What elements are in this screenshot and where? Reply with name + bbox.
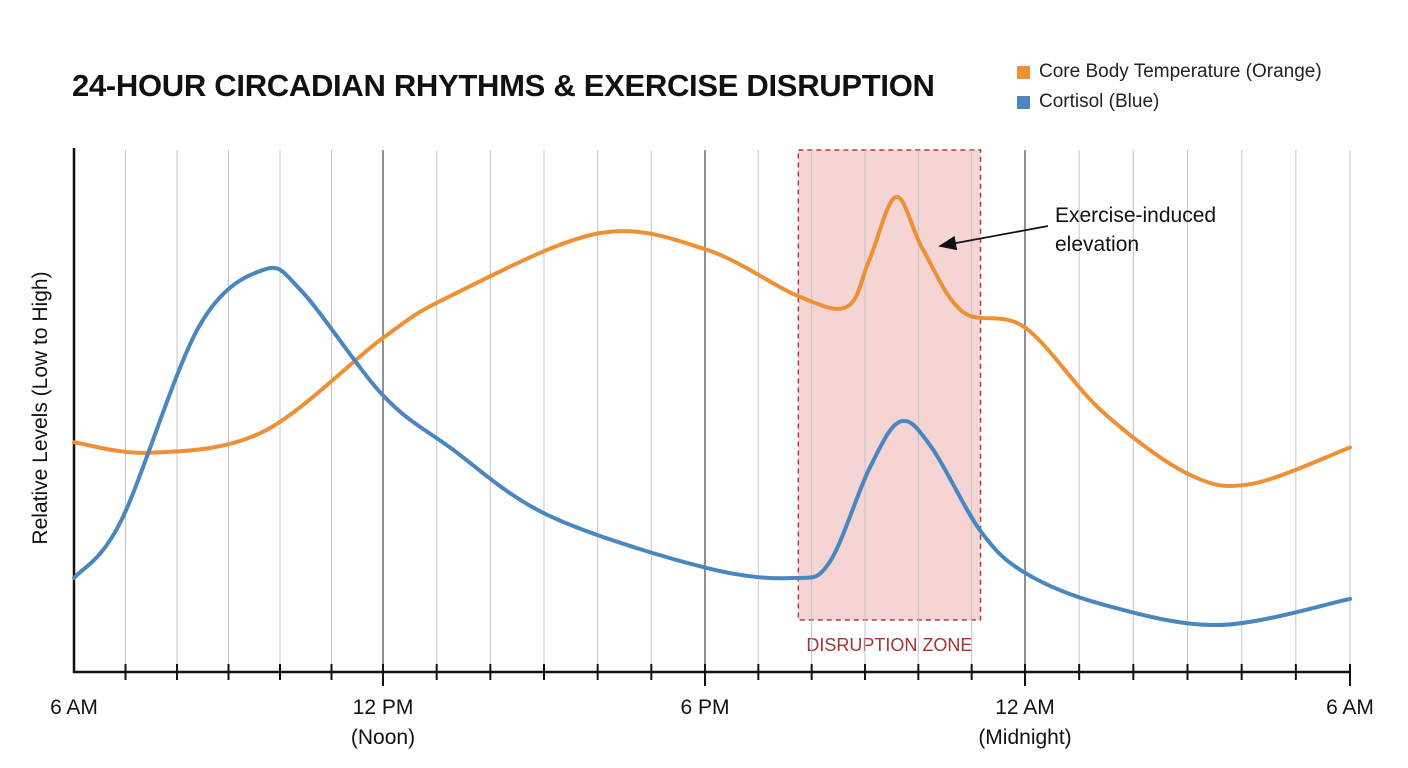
temperature-line (72, 195, 1352, 489)
legend-swatch-blue (1017, 95, 1030, 109)
x-tick-label: 6 AM (50, 696, 98, 719)
x-tick-label: 12 AM (995, 696, 1055, 719)
disruption-zone-label: DISRUPTION ZONE (806, 635, 972, 655)
chart-title: 24-HOUR CIRCADIAN RHYTHMS & EXERCISE DIS… (72, 68, 935, 103)
legend-label: Core Body Temperature (Orange) (1039, 61, 1322, 82)
annotation-label: Exercise-induced (1055, 204, 1216, 227)
cortisol-line (72, 265, 1352, 628)
x-tick-sublabel: (Noon) (351, 726, 415, 749)
legend-label: Cortisol (Blue) (1039, 91, 1160, 112)
legend-item-temperature: Core Body Temperature (Orange) (1017, 61, 1322, 83)
x-tick-sublabel: (Midnight) (978, 726, 1071, 749)
legend-swatch-orange (1017, 65, 1030, 79)
x-tick-label: 6 PM (680, 696, 729, 719)
x-tick-label: 12 PM (353, 696, 414, 719)
annotation-label: elevation (1055, 233, 1139, 256)
y-axis-label: Relative Levels (Low to High) (29, 271, 52, 544)
disruption-zone (797, 149, 982, 621)
x-tick-label: 6 AM (1326, 696, 1374, 719)
legend-item-cortisol: Cortisol (Blue) (1017, 91, 1159, 113)
annotation-arrow (938, 225, 1049, 251)
